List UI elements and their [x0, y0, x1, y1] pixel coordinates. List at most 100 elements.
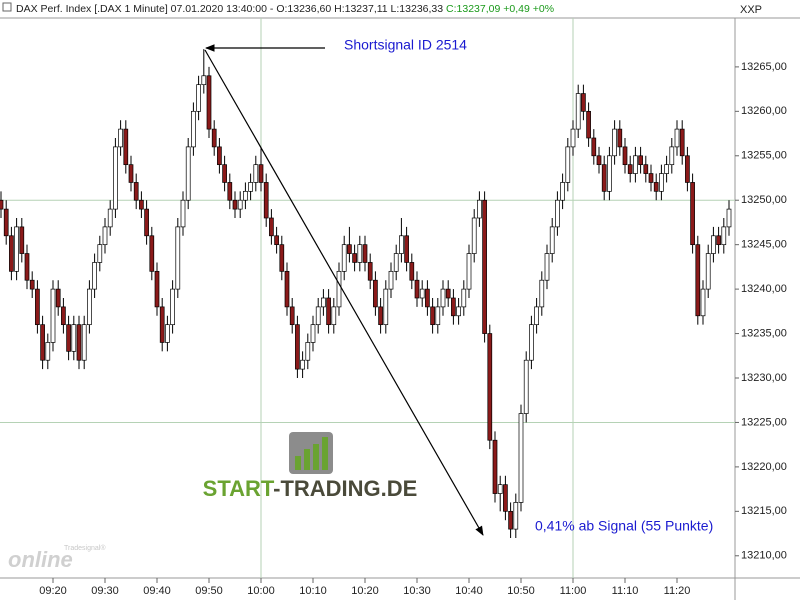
annotation: Shortsignal ID 2514 [344, 37, 467, 53]
candle-body [705, 253, 711, 290]
candle-body [497, 484, 503, 494]
candle-body [55, 288, 61, 308]
candle-body [596, 155, 602, 166]
candle-body [726, 208, 732, 228]
candle-body [357, 244, 363, 263]
y-tick-label: 13255,00 [741, 150, 787, 162]
y-tick-label: 13225,00 [741, 416, 787, 428]
annotation: 0,41% ab Signal (55 Punkte) [535, 518, 713, 534]
subtitle-text: C:13237,09 +0,49 +0% [446, 3, 554, 15]
header-icon [2, 2, 12, 12]
candle-body [165, 324, 170, 343]
candle-body [612, 128, 617, 157]
candle-body [248, 182, 253, 192]
x-tick-label: 10:10 [299, 585, 327, 597]
candle-body [347, 244, 352, 254]
x-tick-label: 09:50 [195, 585, 223, 597]
logo: START-TRADING.DE [203, 432, 417, 501]
candle-body [196, 84, 201, 112]
candle-body [102, 226, 108, 246]
candle-body [3, 208, 9, 237]
candle-body [456, 306, 461, 317]
candle-body [503, 484, 508, 512]
candle-body [373, 279, 378, 308]
logo-brand-start: START [203, 476, 275, 501]
provider-small: Tradesignal® [64, 544, 106, 552]
candle-body [690, 182, 695, 246]
candle-body [206, 75, 212, 130]
candle-body [19, 226, 25, 254]
y-tick-label: 13265,00 [741, 61, 787, 73]
candle-body [362, 244, 368, 263]
candle-body [716, 235, 721, 246]
candle-body [638, 155, 643, 166]
candle-body [425, 288, 430, 308]
candle-body [180, 199, 186, 228]
candle-body [523, 359, 529, 414]
candle-body [445, 288, 451, 299]
candle-body [76, 324, 82, 361]
candle-body [378, 306, 383, 326]
candle-body [61, 306, 66, 326]
candle-body [211, 128, 217, 148]
y-tick-label: 13260,00 [741, 105, 787, 117]
candle-body [232, 199, 238, 210]
candle-body [279, 244, 285, 272]
y-tick-label: 13235,00 [741, 327, 787, 339]
candle-body [336, 270, 342, 308]
candle-body [300, 359, 305, 370]
candle-body [243, 190, 248, 201]
candle-body [685, 155, 690, 183]
candle-body [107, 208, 113, 228]
candle-body [331, 306, 337, 326]
candle-body [383, 288, 389, 326]
candle-body [581, 93, 586, 112]
title-text: DAX Perf. Index [.DAX 1 Minute] 07.01.20… [16, 3, 443, 15]
candle-body [139, 199, 144, 210]
candle-body [570, 128, 576, 148]
candle-body [269, 217, 274, 237]
candle-body [419, 288, 425, 299]
candle-body [9, 235, 14, 272]
candle-body [170, 288, 175, 326]
candle-body [648, 173, 654, 183]
candle-body [35, 288, 40, 326]
chart-title: DAX Perf. Index [.DAX 1 Minute] 07.01.20… [16, 3, 554, 15]
provider-name: online [8, 547, 73, 572]
candle-body [367, 262, 373, 281]
candle-body [144, 208, 149, 237]
candle-body [409, 262, 415, 281]
provider-logo: online Tradesignal® [8, 544, 106, 572]
y-tick-label: 13250,00 [741, 194, 787, 206]
candle-body [289, 306, 295, 326]
candle-body [237, 199, 243, 210]
candle-body [263, 182, 269, 219]
candle-body [721, 226, 727, 246]
y-tick-label: 13210,00 [741, 550, 787, 562]
candle-body [113, 146, 118, 210]
candle-body [414, 279, 420, 299]
y-tick-label: 13230,00 [741, 372, 787, 384]
candle-body [679, 128, 685, 157]
candle-body [508, 510, 513, 530]
candle-body [133, 182, 139, 201]
candle-body [29, 279, 35, 290]
y-tick-label: 13215,00 [741, 505, 787, 517]
candle-body [404, 235, 409, 263]
candle-body [482, 199, 487, 334]
candle-body [664, 164, 669, 174]
candle-body [695, 244, 701, 317]
candle-body [601, 164, 607, 192]
candle-body [315, 306, 321, 326]
logo-bar [313, 444, 319, 470]
candle-body [40, 324, 45, 361]
candle-body [617, 128, 623, 148]
candle-body [549, 226, 555, 254]
candle-body [118, 128, 123, 148]
logo-bar [322, 437, 328, 470]
candle-body [352, 253, 357, 263]
candle-body [586, 110, 591, 139]
x-tick-label: 10:50 [507, 585, 535, 597]
x-tick-label: 10:40 [455, 585, 483, 597]
